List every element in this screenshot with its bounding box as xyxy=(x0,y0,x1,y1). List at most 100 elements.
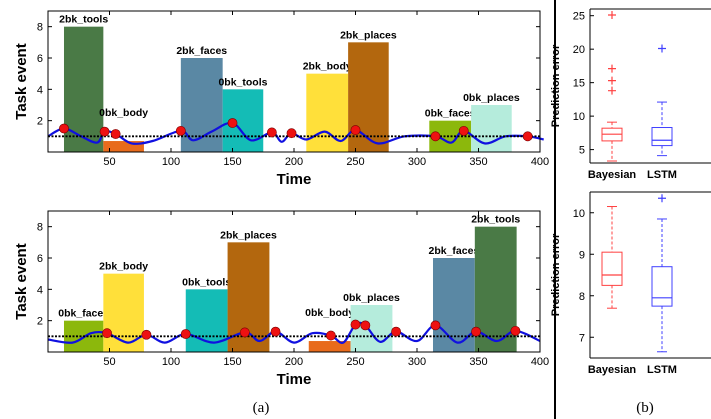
x-tick-label: 150 xyxy=(223,156,241,168)
y-tick-label: 9 xyxy=(579,249,585,261)
outlier-marker xyxy=(608,11,616,20)
y-tick-label: 15 xyxy=(573,78,585,90)
y-axis-label: Task event xyxy=(13,243,30,319)
x-tick-label: 350 xyxy=(469,356,487,368)
y-tick-label: 8 xyxy=(579,291,585,303)
event-label: 2bk_body xyxy=(99,261,148,273)
x-axis-label: Time xyxy=(277,171,312,188)
predicted-point xyxy=(59,123,69,134)
x-tick-label: 200 xyxy=(285,156,303,168)
event-bar xyxy=(432,258,475,352)
event-label: 0bk_body xyxy=(305,307,354,319)
y-tick-label: 8 xyxy=(37,222,43,234)
predicted-point xyxy=(522,131,533,142)
predicted-point xyxy=(239,327,250,338)
x-tick-label: 50 xyxy=(103,156,115,168)
event-label: 0bk_body xyxy=(99,107,148,119)
iqr-box xyxy=(601,251,623,286)
predicted-point xyxy=(430,320,441,331)
event-bar xyxy=(63,26,104,153)
outlier-marker xyxy=(658,44,666,53)
y-tick-label: 2 xyxy=(37,316,43,328)
predicted-point xyxy=(110,129,121,139)
x-tick-label: 400 xyxy=(531,356,549,368)
predicted-point xyxy=(350,319,361,330)
y-axis-label: Prediction error xyxy=(550,44,562,127)
predicted-point xyxy=(180,329,191,339)
outlier-marker xyxy=(658,194,666,203)
event-label: 2bk_faces xyxy=(176,45,227,57)
predicted-point xyxy=(286,128,297,139)
event-label: 2bk_body xyxy=(303,61,352,73)
predicted-point xyxy=(471,326,481,337)
caption-b: (b) xyxy=(636,400,654,416)
predicted-point xyxy=(99,126,110,137)
event-label: 2bk_tools xyxy=(59,14,108,26)
predicted-point xyxy=(141,329,152,340)
iqr-box xyxy=(651,127,673,147)
category-label: LSTM xyxy=(647,364,677,376)
caption-a: (a) xyxy=(253,400,270,416)
x-tick-label: 100 xyxy=(162,156,180,168)
category-label: Bayesian xyxy=(588,364,637,376)
event-label: 0bk_faces xyxy=(58,308,109,320)
event-label: 0bk_tools xyxy=(218,76,267,88)
prediction-curve xyxy=(47,321,541,344)
y-tick-label: 8 xyxy=(37,22,43,34)
y-tick-label: 25 xyxy=(573,11,585,23)
outlier-marker xyxy=(608,86,616,95)
predicted-point xyxy=(430,131,441,142)
x-tick-label: 250 xyxy=(346,156,364,168)
x-tick-label: 400 xyxy=(531,156,549,168)
event-bar xyxy=(306,73,349,152)
x-tick-label: 100 xyxy=(162,356,180,368)
outlier-marker xyxy=(608,76,616,85)
y-tick-label: 4 xyxy=(37,84,43,96)
predicted-point xyxy=(350,125,361,135)
predicted-point xyxy=(227,118,238,128)
event-label: 0bk_places xyxy=(343,292,400,304)
event-label: 2bk_tools xyxy=(471,214,520,226)
y-tick-label: 2 xyxy=(37,116,43,128)
predicted-point xyxy=(391,326,401,337)
event-label: 0bk_faces xyxy=(425,108,476,120)
x-axis-label: Time xyxy=(277,371,312,388)
x-tick-label: 350 xyxy=(469,156,487,168)
x-tick-label: 50 xyxy=(103,356,115,368)
outlier-marker xyxy=(608,64,616,73)
x-tick-label: 150 xyxy=(223,356,241,368)
y-tick-label: 6 xyxy=(37,53,43,65)
boxplot-bottom: Bayesian LSTM 7 8 9 10 Prediction error xyxy=(550,191,711,376)
iqr-box xyxy=(651,266,673,307)
timeline-chart-bottom: 0bk_faces 2bk_body 0bk_tools 2bk_places 0bk_… xyxy=(13,210,549,388)
event-bar xyxy=(185,289,228,352)
y-tick-label: 10 xyxy=(573,111,585,123)
event-bar xyxy=(474,226,517,352)
predicted-point xyxy=(458,125,469,136)
predicted-point xyxy=(175,125,186,136)
y-tick-label: 20 xyxy=(573,44,585,56)
category-label: LSTM xyxy=(647,169,677,181)
x-tick-label: 300 xyxy=(408,356,426,368)
x-tick-label: 250 xyxy=(346,356,364,368)
boxplot-top: Bayesian LSTM 5 10 15 20 25 Prediction error xyxy=(550,8,711,181)
event-label: 2bk_places xyxy=(220,229,277,241)
predicted-point xyxy=(510,325,521,336)
event-bar xyxy=(471,105,512,152)
x-tick-label: 300 xyxy=(408,156,426,168)
event-label: 2bk_faces xyxy=(429,245,480,257)
predicted-point xyxy=(102,328,112,339)
event-bar xyxy=(308,341,351,352)
event-label: 0bk_tools xyxy=(182,276,231,288)
predicted-point xyxy=(360,320,371,331)
y-tick-label: 4 xyxy=(37,284,43,296)
event-bar xyxy=(103,273,144,352)
y-tick-label: 7 xyxy=(579,332,585,344)
category-label: Bayesian xyxy=(588,169,637,181)
predicted-point xyxy=(270,326,281,337)
event-bar xyxy=(103,141,144,152)
y-tick-label: 10 xyxy=(573,208,585,220)
y-axis-label: Prediction error xyxy=(550,233,562,316)
predicted-point xyxy=(325,330,336,341)
